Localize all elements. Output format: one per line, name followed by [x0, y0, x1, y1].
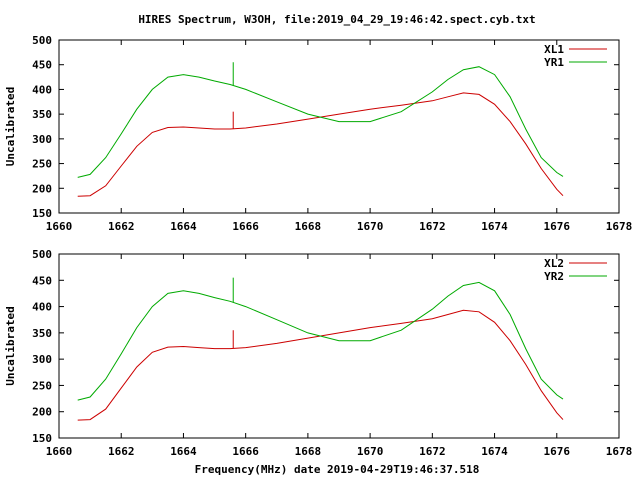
panel1-series-line-XL1: [77, 92, 564, 197]
panel1-x-tick-label: 1662: [108, 220, 135, 233]
panel2-y-tick-label: 250: [32, 379, 52, 392]
panel1-x-tick-label: 1674: [481, 220, 508, 233]
panel1-y-tick-label: 400: [32, 83, 52, 96]
panel2-y-tick-label: 350: [32, 327, 52, 340]
panel2-y-tick-label: 400: [32, 301, 52, 314]
panel1-y-axis-label: Uncalibrated: [4, 87, 17, 166]
panel1-x-tick-label: 1664: [170, 220, 197, 233]
panel1-legend-label-YR1: YR1: [544, 56, 564, 69]
panel1-legend-label-XL1: XL1: [544, 43, 564, 56]
panel2-series-line-XL2: [77, 309, 564, 421]
panel1-y-tick-label: 500: [32, 34, 52, 47]
panel1-x-tick-label: 1672: [419, 220, 446, 233]
figure-title: HIRES Spectrum, W3OH, file:2019_04_29_19…: [138, 13, 535, 26]
panel1-x-tick-label: 1678: [606, 220, 633, 233]
panel2-x-tick-label: 1672: [419, 445, 446, 458]
panel2-x-tick-label: 1660: [46, 445, 73, 458]
panel2-x-tick-label: 1666: [232, 445, 259, 458]
panel2-y-tick-label: 450: [32, 274, 52, 287]
panel1-x-tick-label: 1666: [232, 220, 259, 233]
panel2-x-tick-label: 1662: [108, 445, 135, 458]
panel1-y-tick-label: 450: [32, 59, 52, 72]
panel1-x-tick-label: 1668: [295, 220, 322, 233]
panel1-plot-frame: [58, 39, 620, 214]
panel1-y-tick-label: 350: [32, 108, 52, 121]
panel2-x-tick-label: 1668: [295, 445, 322, 458]
panel2-y-axis-label: Uncalibrated: [4, 306, 17, 385]
panel1-x-tick-label: 1670: [357, 220, 384, 233]
panel2-x-tick-label: 1674: [481, 445, 508, 458]
panel2-legend-label-YR2: YR2: [544, 270, 564, 283]
panel1-y-tick-label: 250: [32, 158, 52, 171]
panel2-y-tick-label: 200: [32, 406, 52, 419]
panel2-x-tick-label: 1664: [170, 445, 197, 458]
panel2-x-tick-label: 1678: [606, 445, 633, 458]
panel1-x-tick-label: 1676: [544, 220, 571, 233]
panel2-y-tick-label: 500: [32, 248, 52, 261]
panel2-series-line-YR2: [77, 281, 564, 401]
x-axis-label: Frequency(MHz) date 2019-04-29T19:46:37.…: [195, 463, 480, 476]
panel1-x-tick-label: 1660: [46, 220, 73, 233]
panel2-legend-label-XL2: XL2: [544, 257, 564, 270]
panel1-y-tick-label: 150: [32, 207, 52, 220]
panel1-y-tick-label: 300: [32, 133, 52, 146]
panel2-y-tick-label: 300: [32, 353, 52, 366]
panel2-x-tick-label: 1676: [544, 445, 571, 458]
panel2-x-tick-label: 1670: [357, 445, 384, 458]
panel2-y-tick-label: 150: [32, 432, 52, 445]
panel1-y-tick-label: 200: [32, 182, 52, 195]
panel2-plot-frame: [58, 253, 620, 439]
panel1-series-line-YR1: [77, 66, 564, 178]
